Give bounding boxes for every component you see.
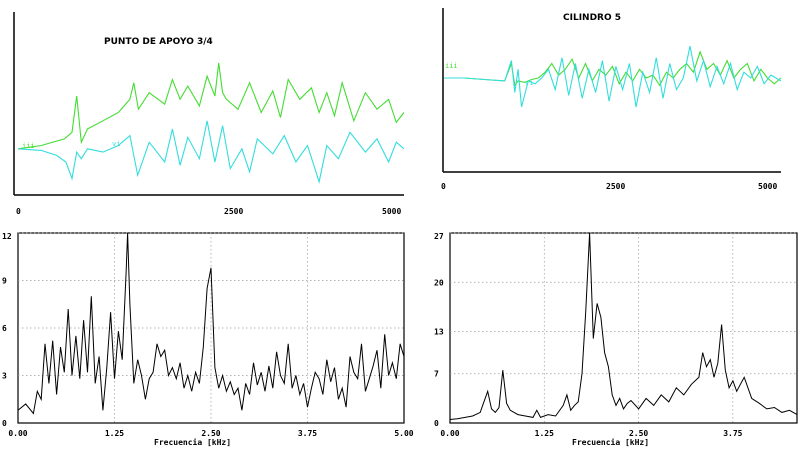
y-tick-label: 9 xyxy=(2,277,7,286)
y-tick-label: 13 xyxy=(434,328,444,337)
x-tick-label: 3.75 xyxy=(723,429,742,438)
spectrum-left: 0.00 1.25 2.50 3.75 5.00 0 3 6 9 12 Frecuencia [… xyxy=(2,232,414,447)
x-tick-label: 0 xyxy=(441,182,446,191)
x-tick-label: 5000 xyxy=(758,182,777,191)
x-axis-label: Frecuencia [kHz] xyxy=(154,437,231,447)
y-tick-label: 12 xyxy=(2,232,12,241)
chart-title: CILINDRO 5 xyxy=(563,13,621,23)
x-tick-label: 1.25 xyxy=(105,429,124,438)
y-tick-label: 27 xyxy=(434,232,444,241)
y-tick-label: 3 xyxy=(2,372,7,381)
x-tick-label: 0.00 xyxy=(8,429,27,438)
series-label: vi xyxy=(112,140,120,148)
series-line xyxy=(444,45,782,108)
x-tick-label: 3.75 xyxy=(298,429,317,438)
series-label: iii xyxy=(445,62,458,70)
series-line xyxy=(17,62,405,150)
x-tick-label: 2500 xyxy=(224,207,243,216)
x-tick-label: 2500 xyxy=(606,182,625,191)
x-tick-label: 5000 xyxy=(382,207,401,216)
chart-title: PUNTO DE APOYO 3/4 xyxy=(104,37,213,47)
y-tick-label: 6 xyxy=(2,324,7,333)
chart-cilindro-5: CILINDRO 5 iii vi 0 2500 5000 xyxy=(441,8,782,191)
series-line xyxy=(449,232,798,420)
x-axis-label: Frecuencia [kHz] xyxy=(572,437,649,447)
y-tick-label: 20 xyxy=(434,278,444,287)
y-tick-label: 0 xyxy=(2,419,7,428)
series-line xyxy=(17,120,405,184)
x-tick-label: 2.50 xyxy=(201,429,220,438)
x-tick-label: 1.25 xyxy=(535,429,554,438)
series-label: vi xyxy=(525,79,533,87)
series-line xyxy=(17,232,405,415)
spectrum-right: 0.00 1.25 2.50 3.75 0 7 13 20 27 Frecuencia [kH… xyxy=(434,232,798,447)
y-tick-label: 0 xyxy=(434,419,439,428)
series-label: iii xyxy=(22,142,35,150)
x-tick-label: 5.00 xyxy=(394,429,413,438)
plot-frame xyxy=(449,232,798,424)
x-tick-label: 0.00 xyxy=(440,429,459,438)
chart-punto-de-apoyo: PUNTO DE APOYO 3/4 iii vi 0 2500 5000 xyxy=(13,12,405,216)
y-tick-label: 7 xyxy=(434,370,439,379)
x-tick-label: 2.50 xyxy=(629,429,648,438)
x-tick-label: 0 xyxy=(16,207,21,216)
